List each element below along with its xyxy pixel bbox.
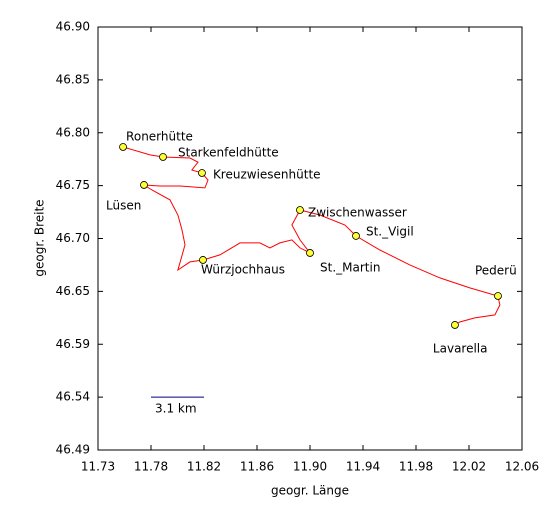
place-label: St._Vigil bbox=[366, 224, 414, 238]
place-label: Starkenfeldhütte bbox=[178, 145, 279, 159]
place-marker bbox=[451, 321, 459, 329]
y-tick-label: 46.59 bbox=[56, 337, 90, 351]
place-marker bbox=[296, 206, 304, 214]
x-tick-label: 12.02 bbox=[452, 460, 486, 474]
place-marker bbox=[494, 292, 502, 300]
y-tick-label: 46.75 bbox=[56, 178, 90, 192]
place-label: St._Martin bbox=[320, 260, 380, 274]
x-axis-label: geogr. Länge bbox=[271, 484, 349, 498]
plot-frame bbox=[97, 26, 523, 451]
place-label: Kreuzwiesenhütte bbox=[213, 167, 321, 181]
place-marker bbox=[198, 169, 206, 177]
y-tick-label: 46.80 bbox=[56, 125, 90, 139]
x-tick-label: 11.86 bbox=[240, 460, 274, 474]
place-marker bbox=[119, 143, 127, 151]
place-label: Zwischenwasser bbox=[308, 206, 407, 220]
place-label: Lüsen bbox=[106, 198, 141, 212]
place-marker bbox=[199, 256, 207, 264]
scale-bar-label: 3.1 km bbox=[155, 402, 197, 416]
place-label: Würzjochhaus bbox=[201, 262, 285, 276]
x-tick-label: 11.94 bbox=[346, 460, 380, 474]
y-tick-label: 46.85 bbox=[56, 72, 90, 86]
place-label: Pederü bbox=[475, 263, 517, 277]
x-tick-label: 11.73 bbox=[81, 460, 115, 474]
x-tick-label: 11.82 bbox=[187, 460, 221, 474]
y-tick-label: 46.70 bbox=[56, 231, 90, 245]
x-tick-label: 11.90 bbox=[293, 460, 327, 474]
x-tick-label: 11.78 bbox=[134, 460, 168, 474]
place-marker bbox=[140, 181, 148, 189]
track-line bbox=[122, 146, 501, 326]
y-tick-label: 46.54 bbox=[56, 390, 90, 404]
place-marker bbox=[352, 232, 360, 240]
place-marker bbox=[306, 249, 314, 257]
y-tick-label: 46.49 bbox=[56, 443, 90, 457]
place-label: Ronerhütte bbox=[126, 129, 193, 143]
x-tick-label: 12.06 bbox=[505, 460, 539, 474]
x-tick-label: 11.98 bbox=[399, 460, 433, 474]
y-tick-label: 46.65 bbox=[56, 284, 90, 298]
y-tick-label: 46.90 bbox=[56, 20, 90, 34]
y-axis-label: geogr. Breite bbox=[33, 199, 47, 276]
place-marker bbox=[159, 153, 167, 161]
place-label: Lavarella bbox=[433, 341, 488, 355]
